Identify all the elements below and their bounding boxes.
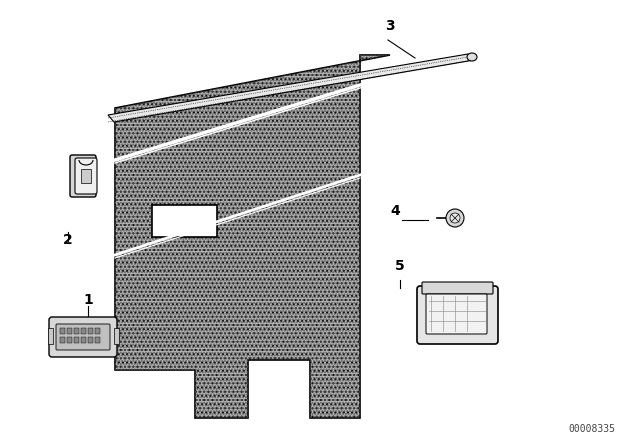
Bar — [67, 328, 72, 334]
Bar — [95, 337, 100, 343]
Bar — [81, 328, 86, 334]
Bar — [74, 328, 79, 334]
Bar — [74, 337, 79, 343]
Text: 3: 3 — [385, 19, 395, 33]
Circle shape — [450, 213, 460, 223]
FancyBboxPatch shape — [49, 317, 117, 357]
Polygon shape — [115, 55, 390, 418]
Bar — [60, 328, 65, 334]
Bar — [81, 169, 91, 183]
Bar — [60, 337, 65, 343]
Text: 2: 2 — [63, 233, 73, 247]
Bar — [67, 337, 72, 343]
Polygon shape — [108, 54, 474, 122]
Text: 4: 4 — [390, 204, 400, 218]
Bar — [88, 337, 93, 343]
Bar — [48, 328, 53, 344]
Text: 00008335: 00008335 — [568, 424, 616, 434]
FancyBboxPatch shape — [426, 294, 487, 334]
Bar — [88, 328, 93, 334]
Text: 5: 5 — [395, 259, 405, 273]
Text: 1: 1 — [83, 293, 93, 307]
Bar — [114, 328, 119, 344]
FancyBboxPatch shape — [422, 282, 493, 294]
FancyBboxPatch shape — [75, 158, 97, 194]
FancyBboxPatch shape — [70, 155, 96, 197]
FancyBboxPatch shape — [417, 286, 498, 344]
FancyBboxPatch shape — [56, 324, 110, 350]
Bar — [81, 337, 86, 343]
Ellipse shape — [467, 53, 477, 61]
Circle shape — [446, 209, 464, 227]
Bar — [95, 328, 100, 334]
Bar — [152, 205, 217, 237]
